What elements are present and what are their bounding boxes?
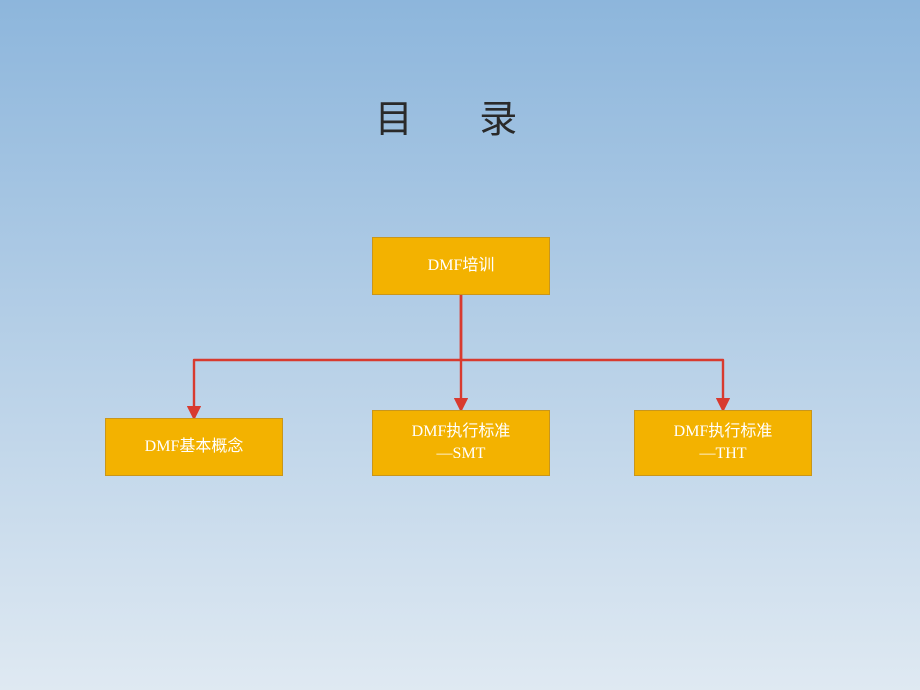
tree-node-mid: DMF执行标准 —SMT [372, 410, 550, 476]
tree-node-root: DMF培训 [372, 237, 550, 295]
slide: 目 录 DMF培训 DMF基本概念 DMF执行标准 —SMT DMF执行标准 —… [0, 0, 920, 690]
tree-node-right: DMF执行标准 —THT [634, 410, 812, 476]
tree-node-left: DMF基本概念 [105, 418, 283, 476]
page-title: 目 录 [0, 88, 920, 143]
